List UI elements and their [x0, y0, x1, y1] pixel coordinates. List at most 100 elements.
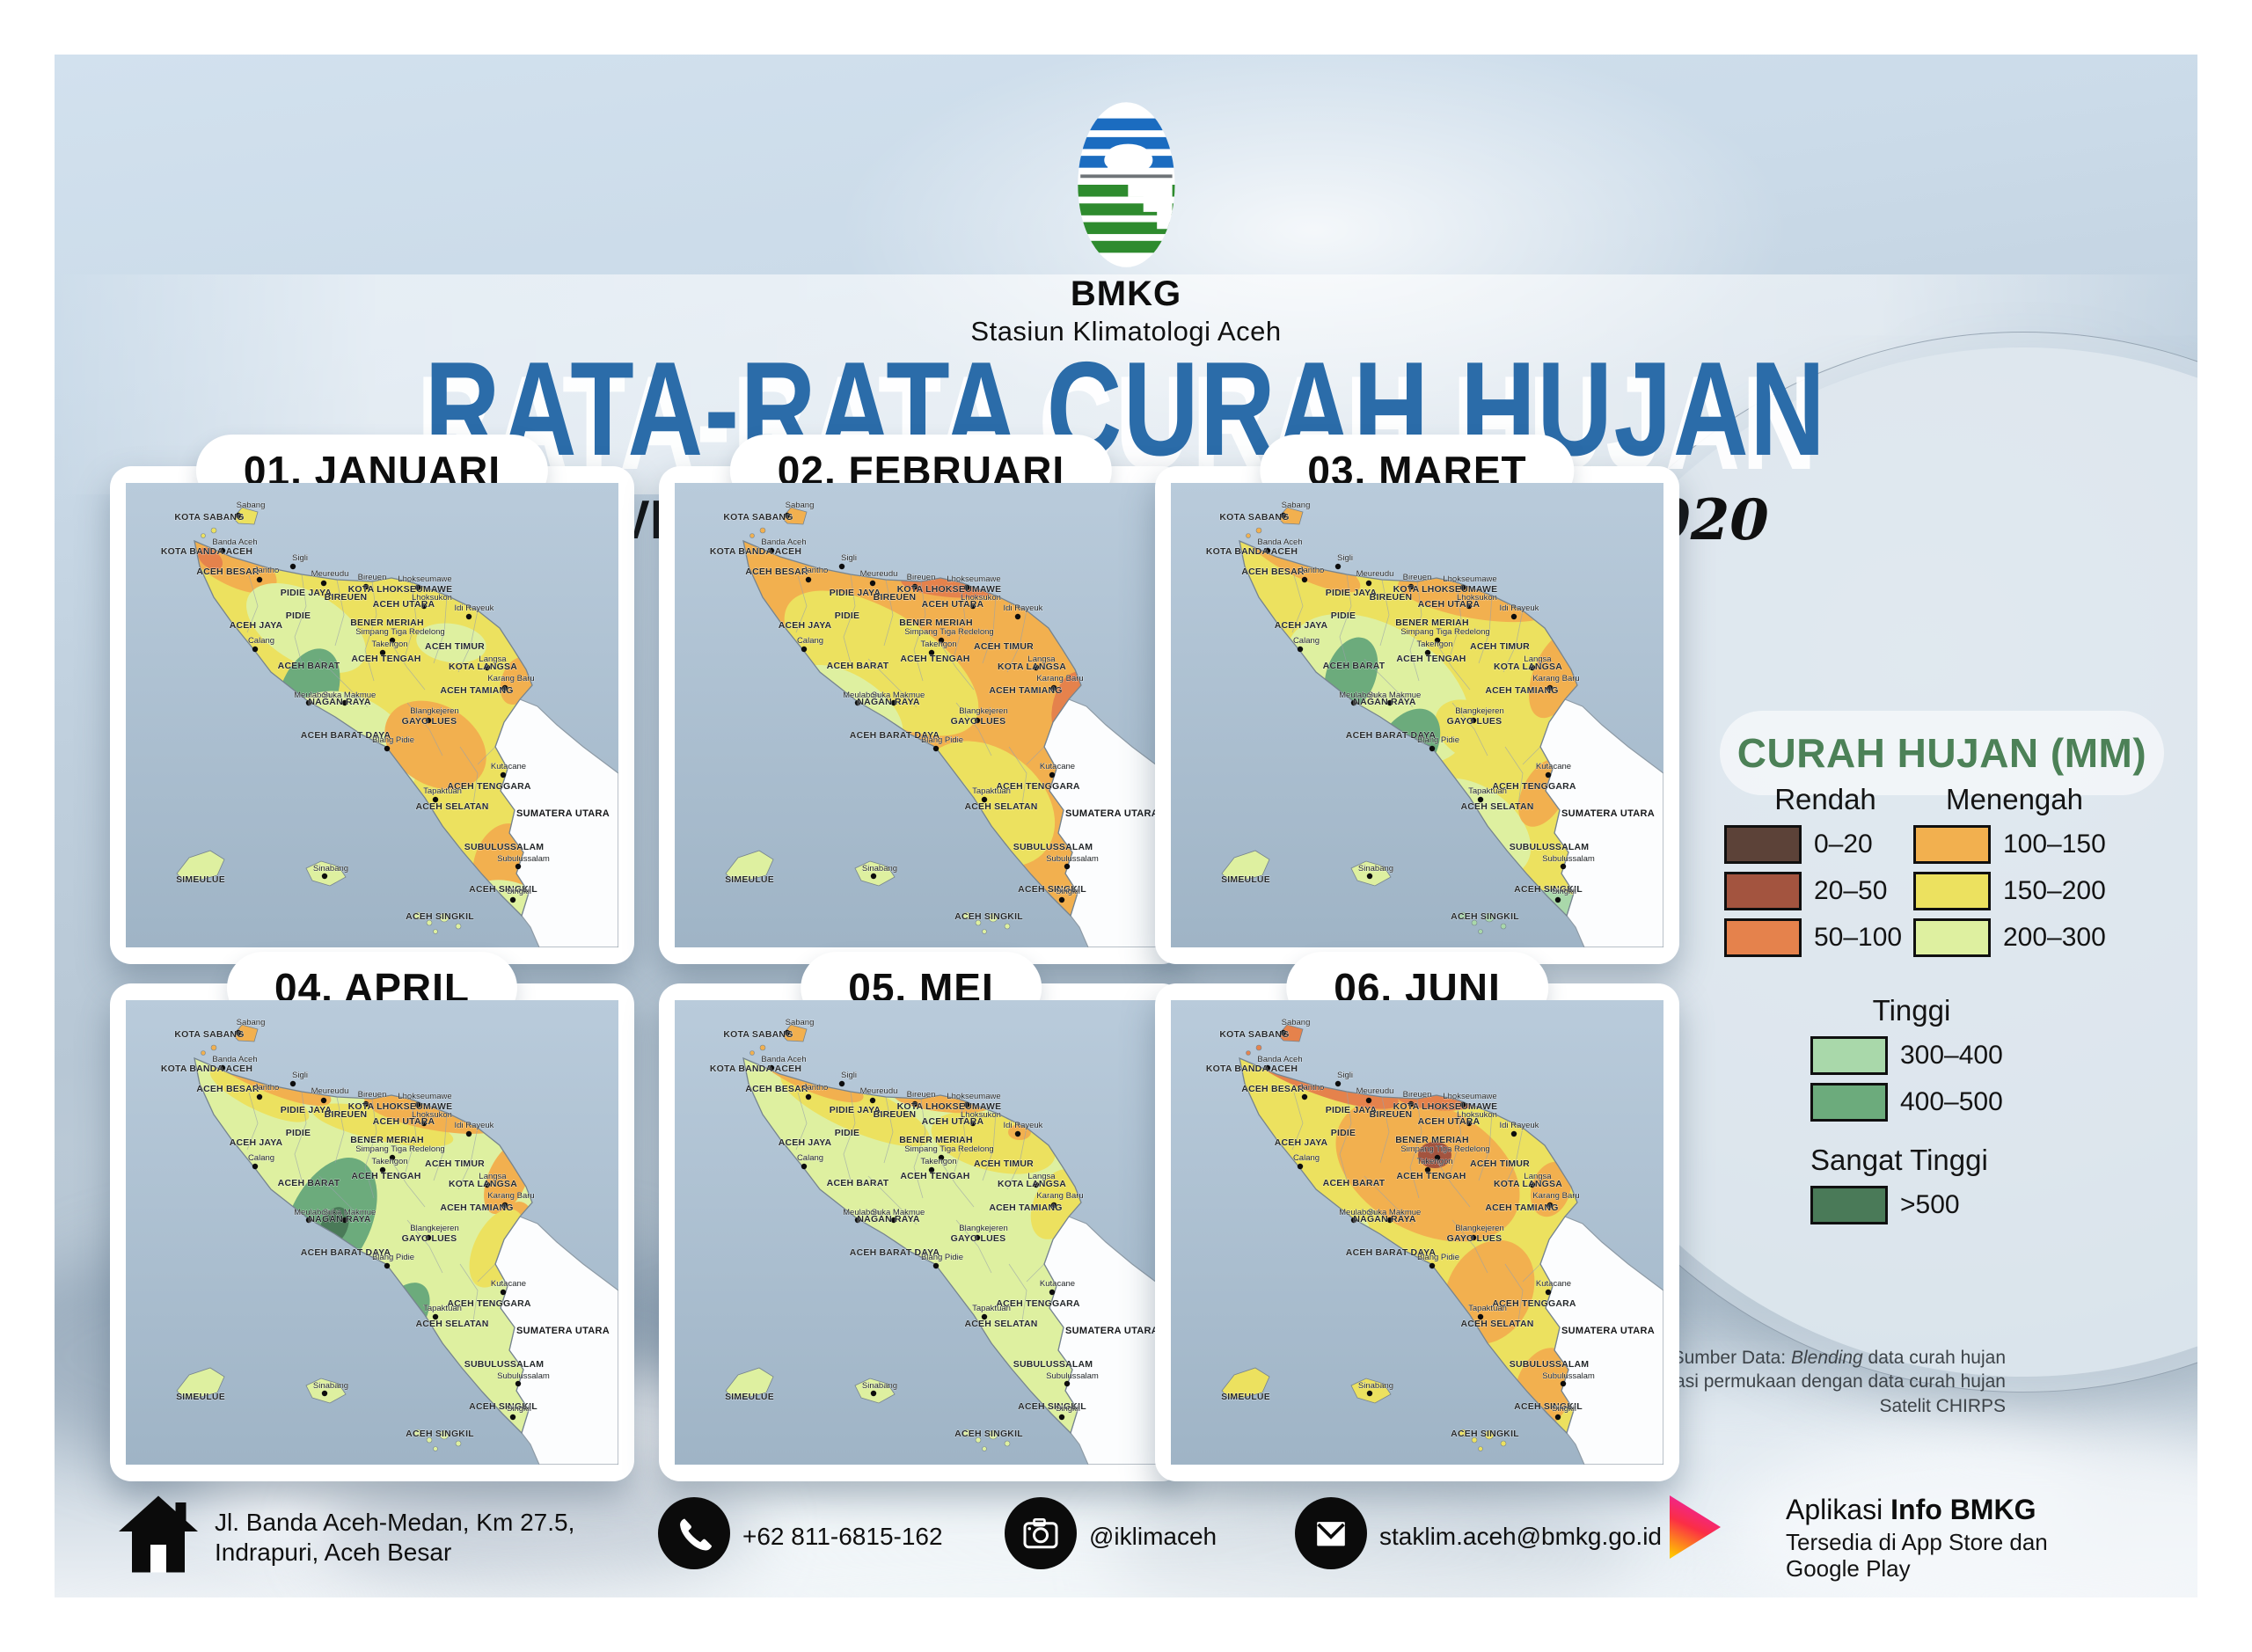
map-region-label: ACEH BESAR	[745, 1084, 808, 1094]
map-city-label: Meureudu	[1356, 1086, 1394, 1096]
map-city-label: Lhokseumawe	[947, 574, 1000, 584]
map-city-label: Sigli	[841, 1071, 857, 1080]
city-dot	[432, 1313, 439, 1320]
map-region-label: GAYO LUES	[402, 716, 457, 727]
map-region-label: KOTA LHOKSEUMAWE	[897, 1101, 1002, 1112]
map-region-label: ACEH BARAT DAYA	[1346, 1247, 1437, 1258]
city-dot	[869, 580, 876, 587]
map-city-label: Sigli	[841, 553, 857, 563]
map-city-label: Kutacane	[1040, 1279, 1075, 1289]
map-city-label: Calang	[1293, 1153, 1320, 1163]
city-dot	[362, 583, 369, 590]
city-dot	[932, 745, 940, 752]
map-city-label: Karang Baru	[1532, 1191, 1579, 1201]
legend-row: 300–400	[1810, 1036, 2013, 1075]
city-dot	[500, 771, 507, 778]
map-city-label: Tapaktuan	[972, 786, 1011, 796]
city-dot	[869, 1097, 876, 1104]
map-city-label: Meulaboh	[843, 691, 880, 700]
map-region-label: GAYO LUES	[951, 1233, 1006, 1244]
city-dot	[1033, 664, 1040, 671]
city-dot	[1560, 863, 1567, 870]
map-city-label: Simpang Tiga Redelong	[355, 1144, 444, 1154]
map-region-label: NAGAN RAYA	[857, 697, 919, 707]
map-city-label: Lhoksukon	[412, 593, 452, 603]
map-city-label: Suka Makmue	[872, 691, 925, 700]
map-region-label: ACEH BESAR	[745, 567, 808, 577]
map-region-label: GAYO LUES	[1447, 1233, 1503, 1244]
map-region-label: KOTA LANGSA	[998, 1179, 1066, 1189]
city-dot	[1459, 584, 1466, 591]
map-region-label: ACEH BARAT DAYA	[850, 730, 940, 741]
map-region-label: BIREUEN	[325, 1109, 368, 1120]
map-region-label: ACEH TAMIANG	[1485, 1202, 1558, 1213]
map-region-label: ACEH TENGAH	[900, 1171, 969, 1181]
map-city-label: Meulaboh	[1339, 1208, 1376, 1217]
map-neighbor-label: SUMATERA UTARA	[1561, 808, 1655, 819]
map-region-label: ACEH JAYA	[779, 620, 832, 631]
map-city-label: Idi Rayeuk	[1004, 603, 1043, 613]
map-region-label: BIREUEN	[1370, 1109, 1413, 1120]
map-city-label: Calang	[797, 1153, 823, 1163]
legend-range: 400–500	[1900, 1087, 2003, 1116]
city-dot	[838, 563, 845, 570]
map-region-label: KOTA SABANG	[1219, 512, 1289, 523]
map-region-label: NAGAN RAYA	[857, 1214, 919, 1224]
map-city-label: Simpang Tiga Redelong	[904, 1144, 993, 1154]
map-region-label: SIMEULUE	[1221, 1392, 1270, 1402]
map-region-label: ACEH UTARA	[373, 1116, 435, 1127]
map-city-label: Singkil	[1056, 1404, 1080, 1414]
footer: Jl. Banda Aceh-Medan, Km 27.5, Indrapuri…	[55, 1488, 2197, 1597]
city-dot	[1459, 1101, 1466, 1108]
map-region-label: ACEH JAYA	[1275, 620, 1328, 631]
map-region-label: NAGAN RAYA	[308, 1214, 370, 1224]
map-region-label: BENER MERIAH	[350, 618, 424, 628]
legend-swatch	[1724, 825, 1802, 864]
city-dot	[1510, 613, 1517, 620]
map-region-label: KOTA LANGSA	[1494, 1179, 1562, 1189]
city-dot	[320, 580, 327, 587]
map-region-label: ACEH TIMUR	[425, 641, 485, 652]
map-card-januari: 01. JANUARI Sabang KOTA SABANG Banda Aceh KO…	[110, 435, 634, 964]
city-dot	[252, 646, 259, 653]
map-region-label: ACEH TIMUR	[974, 1159, 1034, 1169]
map-city-label: Idi Rayeuk	[455, 603, 494, 613]
city-dot	[1058, 1414, 1065, 1421]
city-dot	[1297, 646, 1304, 653]
legend-swatch	[1810, 1083, 1888, 1122]
map-city-label: Lhokseumawe	[398, 1092, 451, 1101]
map-region-label: PIDIE JAYA	[830, 1105, 881, 1115]
map-city-label: Jantho	[254, 566, 280, 575]
map-city-label: Lhokseumawe	[947, 1092, 1000, 1101]
phone-icon	[658, 1497, 730, 1569]
map-region-label: ACEH TENGGARA	[996, 781, 1080, 792]
legend-group-sangat-tinggi: Sangat Tinggi >500	[1810, 1144, 2057, 1232]
map-city-label: Tapaktuan	[423, 786, 462, 796]
map-region-label: KOTA SABANG	[723, 1029, 793, 1040]
city-dot	[1424, 649, 1431, 656]
map-city-label: Karang Baru	[487, 674, 534, 683]
map-city-label: Kutacane	[491, 762, 526, 771]
map-city-label: Calang	[248, 636, 274, 646]
playstore-icon	[1670, 1495, 1721, 1559]
map-region-label: ACEH SELATAN	[1460, 801, 1533, 812]
map-region-label: ACEH SINGKIL	[1451, 911, 1519, 922]
city-dot	[305, 1217, 312, 1224]
city-dot	[805, 576, 812, 583]
map-city-label: Sabang	[786, 1018, 815, 1027]
map-city-label: Lhoksukon	[961, 1110, 1001, 1120]
map-city-label: Simpang Tiga Redelong	[904, 627, 993, 637]
city-dot	[854, 1217, 861, 1224]
map-region-label: ACEH BESAR	[1241, 1084, 1305, 1094]
city-dot	[1434, 1154, 1441, 1161]
map-city-label: Takengon	[920, 1157, 956, 1166]
city-dot	[870, 1390, 877, 1397]
city-dot	[379, 649, 386, 656]
map-city-label: Takengon	[920, 640, 956, 649]
email-item	[1295, 1497, 1367, 1569]
map-region-label: ACEH BARAT DAYA	[301, 730, 391, 741]
map-city-label: Tapaktuan	[972, 1304, 1011, 1313]
legend-range: 20–50	[1814, 876, 1888, 905]
map-city-label: Sigli	[292, 553, 308, 563]
